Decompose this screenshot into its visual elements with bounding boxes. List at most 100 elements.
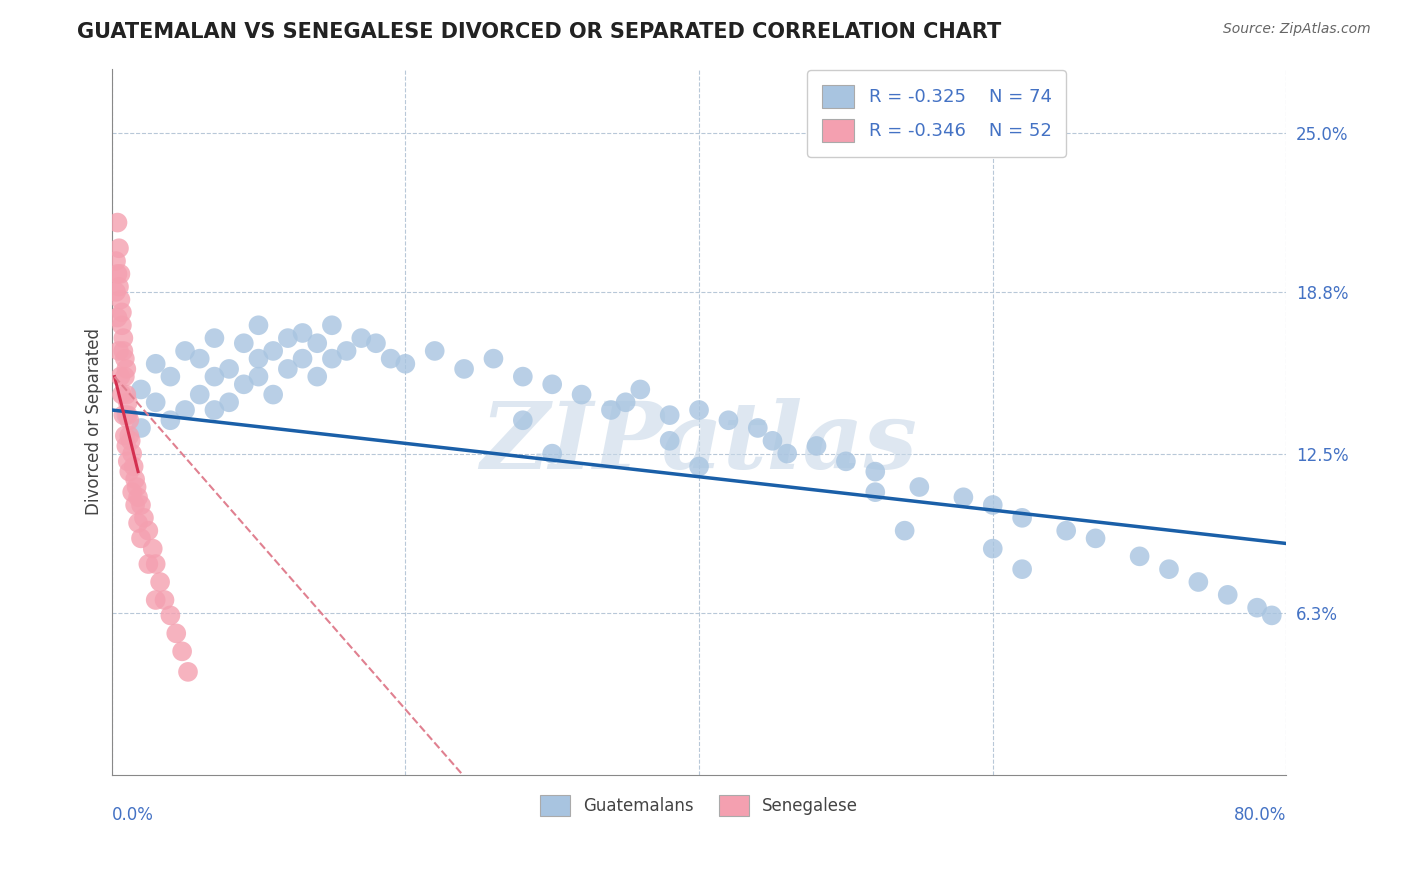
Point (127, 490, 149, 504)
Point (112, 343, 135, 358)
Point (120, 434, 142, 448)
Point (138, 524, 160, 538)
Point (512, 413, 534, 427)
Point (129, 532, 152, 546)
Point (108, 279, 131, 293)
Point (981, 498, 1004, 512)
Point (172, 644, 194, 658)
Point (336, 343, 359, 358)
Point (110, 369, 132, 384)
Point (247, 369, 270, 384)
Point (110, 293, 132, 307)
Point (364, 336, 387, 351)
Point (952, 490, 974, 504)
Point (658, 434, 681, 448)
Point (628, 383, 651, 397)
Point (806, 439, 828, 453)
Point (1157, 562, 1180, 576)
Point (453, 362, 475, 376)
Point (204, 331, 226, 345)
Point (204, 369, 226, 384)
Point (145, 357, 167, 371)
Point (159, 413, 181, 427)
Point (247, 318, 270, 333)
Point (127, 516, 149, 530)
Point (188, 351, 211, 366)
Point (129, 498, 152, 512)
Point (108, 343, 131, 358)
Point (291, 351, 314, 366)
Point (107, 216, 129, 230)
Point (512, 369, 534, 384)
Point (321, 318, 343, 333)
Point (380, 351, 402, 366)
Point (107, 310, 129, 325)
Point (159, 369, 181, 384)
Point (138, 557, 160, 571)
Point (165, 626, 187, 640)
Point (865, 465, 887, 479)
Point (981, 541, 1004, 556)
Point (125, 480, 148, 494)
Point (218, 395, 240, 409)
Point (174, 343, 197, 358)
Point (1054, 524, 1077, 538)
Point (218, 362, 240, 376)
Point (118, 465, 141, 479)
Text: ZIPatlas: ZIPatlas (481, 398, 918, 488)
Point (717, 413, 740, 427)
Point (247, 351, 270, 366)
Point (277, 331, 299, 345)
Point (114, 351, 136, 366)
Point (262, 343, 284, 358)
Point (124, 472, 146, 486)
Point (1187, 574, 1209, 589)
Point (614, 395, 637, 409)
Point (541, 377, 564, 392)
Point (350, 331, 373, 345)
Point (277, 362, 299, 376)
Point (541, 447, 564, 461)
Point (129, 383, 152, 397)
Point (747, 421, 769, 435)
Point (571, 387, 593, 401)
Point (118, 428, 141, 442)
Point (121, 485, 143, 500)
Point (1011, 511, 1033, 525)
Point (105, 285, 128, 299)
Point (1129, 549, 1152, 564)
Point (658, 408, 681, 422)
Point (149, 574, 172, 589)
Point (115, 408, 138, 422)
Point (105, 254, 128, 268)
Point (153, 593, 176, 607)
Point (688, 459, 710, 474)
Point (232, 377, 254, 392)
Point (115, 387, 138, 401)
Point (115, 362, 138, 376)
Point (124, 498, 146, 512)
Point (107, 267, 129, 281)
Point (112, 331, 135, 345)
Point (111, 318, 134, 333)
Point (115, 439, 138, 453)
Point (117, 408, 139, 422)
Point (600, 403, 623, 417)
Point (688, 403, 710, 417)
Point (117, 454, 139, 468)
Point (159, 608, 181, 623)
Point (188, 387, 211, 401)
Point (835, 454, 858, 468)
Point (1261, 608, 1284, 623)
Text: GUATEMALAN VS SENEGALESE DIVORCED OR SEPARATED CORRELATION CHART: GUATEMALAN VS SENEGALESE DIVORCED OR SEP… (77, 22, 1001, 42)
Legend: Guatemalans, Senegalese: Guatemalans, Senegalese (533, 788, 865, 822)
Point (307, 336, 329, 351)
Point (1084, 532, 1107, 546)
Point (204, 403, 226, 417)
Point (145, 557, 167, 571)
Point (423, 343, 446, 358)
Point (118, 413, 141, 427)
Point (110, 267, 132, 281)
Point (117, 395, 139, 409)
Point (291, 326, 314, 340)
